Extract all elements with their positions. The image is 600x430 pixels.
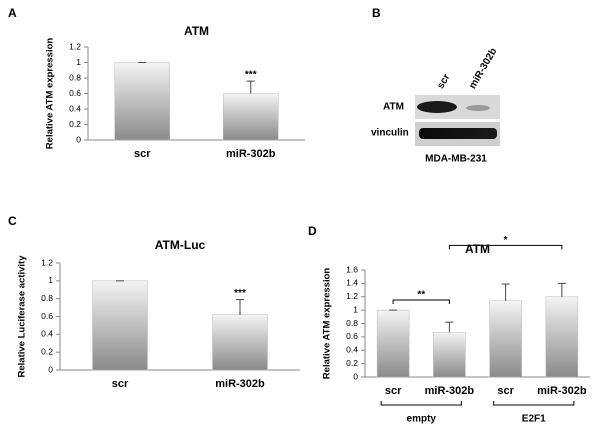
x-tick-label: scr: [134, 148, 151, 160]
y-tick-label: 1.2: [346, 291, 358, 301]
y-tick-label: 1.6: [346, 264, 358, 274]
x-tick-label: miR-302b: [425, 385, 475, 397]
y-tick-label: 0.2: [41, 346, 53, 356]
chart-title: ATM-Luc: [155, 238, 206, 252]
blot-band: [417, 101, 457, 113]
significance: *: [504, 235, 508, 246]
group-label: empty: [407, 414, 437, 425]
row-label: vinculin: [371, 128, 409, 139]
significance: ***: [234, 288, 246, 299]
significance: **: [417, 290, 425, 301]
panel-label: A: [8, 6, 17, 20]
chart-title: ATM: [184, 24, 209, 38]
y-tick-label: 0.6: [69, 88, 81, 98]
significance: ***: [245, 70, 257, 81]
bar: [223, 93, 279, 141]
y-axis-label: Relative ATM expression: [45, 38, 56, 150]
y-tick-label: 1.2: [41, 257, 53, 267]
y-tick-label: 1.4: [346, 278, 358, 288]
blot-band: [466, 105, 490, 111]
x-tick-label: miR-302b: [537, 385, 587, 397]
y-tick-label: 1: [76, 57, 81, 67]
panel-label: C: [8, 214, 17, 228]
group-label: E2F1: [522, 414, 546, 425]
y-tick-label: 1: [48, 275, 53, 285]
y-tick-label: 0.4: [69, 103, 81, 113]
x-tick-label: miR-302b: [215, 378, 265, 390]
significance-bracket: [392, 299, 450, 304]
blot-panel: B scr miR-302b ATM vinculin MDA-MB-231: [371, 6, 500, 165]
y-tick-label: 1: [353, 304, 358, 314]
x-tick-label: scr: [385, 385, 402, 397]
bar: [545, 296, 579, 378]
y-tick-label: 0: [76, 134, 81, 144]
y-tick-label: 0.6: [41, 311, 53, 321]
bar: [489, 300, 522, 378]
blot-band: [419, 128, 497, 139]
panel-label: D: [308, 224, 317, 238]
chart-title: ATM: [465, 242, 490, 256]
cell-line: MDA-MB-231: [425, 154, 487, 165]
y-tick-label: 0: [48, 364, 53, 374]
y-tick-label: 0.2: [69, 119, 81, 129]
y-axis-label: Relative Luciferase activity: [17, 255, 28, 378]
y-axis-label: Relative ATM expression: [322, 268, 333, 380]
y-tick-label: 1.2: [69, 41, 81, 51]
group-bracket: [493, 401, 575, 406]
y-tick-label: 0.2: [346, 358, 358, 368]
bar: [433, 331, 466, 378]
bar: [212, 314, 268, 371]
y-tick-label: 0.8: [346, 318, 358, 328]
x-tick-label: scr: [112, 378, 129, 390]
row-label: ATM: [383, 102, 404, 113]
lane-label: scr: [435, 72, 452, 91]
bar: [376, 309, 410, 378]
x-tick-label: scr: [497, 385, 514, 397]
panel-label: B: [372, 6, 381, 20]
bar: [92, 280, 148, 371]
group-bracket: [380, 401, 462, 406]
x-tick-label: miR-302b: [226, 148, 276, 160]
y-tick-label: 0.4: [346, 345, 358, 355]
y-tick-label: 0.4: [41, 329, 53, 339]
y-tick-label: 0: [353, 371, 358, 381]
lane-label: miR-302b: [467, 46, 499, 90]
y-tick-label: 0.6: [346, 331, 358, 341]
bar: [114, 62, 170, 141]
y-tick-label: 0.8: [41, 293, 53, 303]
y-tick-label: 0.8: [69, 72, 81, 82]
significance-bracket: [448, 244, 563, 250]
